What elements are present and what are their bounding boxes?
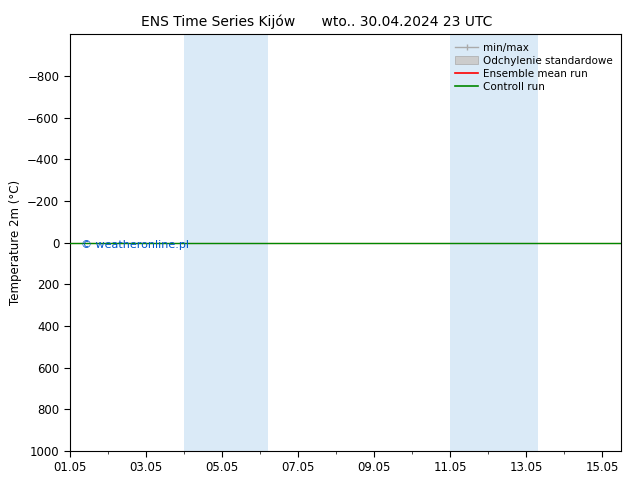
- Bar: [184, 34, 268, 451]
- Text: ENS Time Series Kijów      wto.. 30.04.2024 23 UTC: ENS Time Series Kijów wto.. 30.04.2024 2…: [141, 15, 493, 29]
- Legend: min/max, Odchylenie standardowe, Ensemble mean run, Controll run: min/max, Odchylenie standardowe, Ensembl…: [451, 39, 617, 96]
- Y-axis label: Temperature 2m (°C): Temperature 2m (°C): [9, 180, 22, 305]
- Bar: [450, 34, 538, 451]
- Text: © weatheronline.pl: © weatheronline.pl: [81, 240, 189, 249]
